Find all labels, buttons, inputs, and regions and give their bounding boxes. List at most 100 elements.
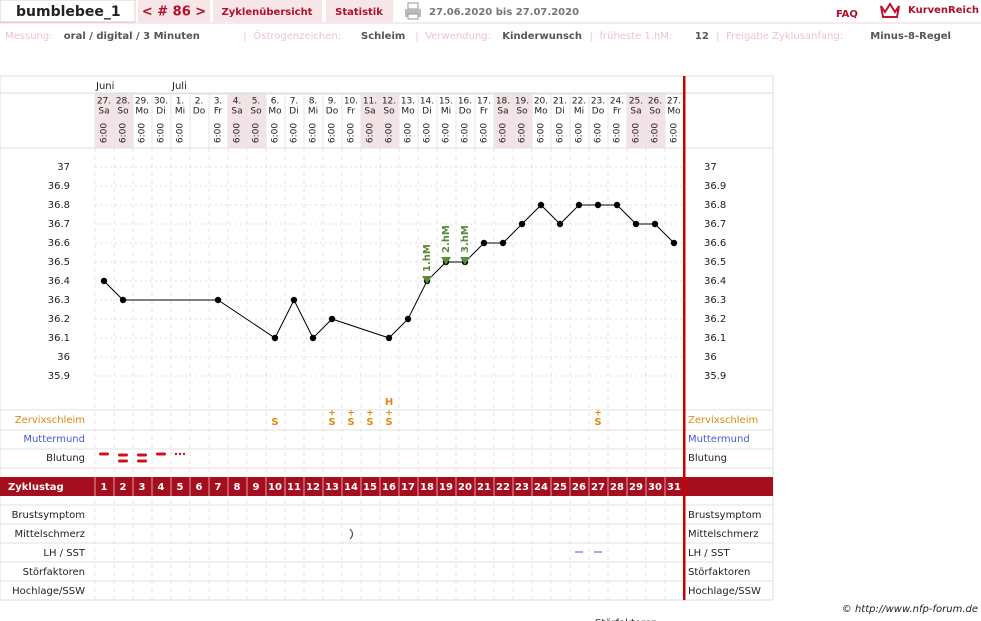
date: 28. xyxy=(116,97,130,107)
tab-label[interactable]: Zyklenübersicht xyxy=(222,7,313,18)
cycle-day: 12 xyxy=(306,482,320,493)
cycle-tab[interactable] xyxy=(138,0,210,22)
date: 1. xyxy=(176,97,185,107)
date: 17. xyxy=(477,97,491,107)
date: 6. xyxy=(271,97,280,107)
user-box xyxy=(0,0,136,23)
y-tick-label: 35.9 xyxy=(704,371,726,382)
temperature-point xyxy=(480,239,488,247)
date: 26. xyxy=(648,97,662,107)
cervix-mark: S xyxy=(347,417,354,428)
date: 24. xyxy=(610,97,624,107)
time: 6:00 xyxy=(556,123,566,143)
cycle-bar xyxy=(0,477,773,496)
time: 6:00 xyxy=(290,123,300,143)
info-value: 12 xyxy=(695,31,709,42)
cycle-nav[interactable]: < # 86 > xyxy=(142,5,206,20)
info-label: Östrogenzeichen: xyxy=(253,29,341,42)
y-tick-label: 36.8 xyxy=(704,200,726,211)
weekday: Do xyxy=(193,107,206,117)
info-label: Freigabe Zyklusanfang: xyxy=(726,31,843,42)
cycle-day: 28 xyxy=(610,482,624,493)
date: 10. xyxy=(344,97,358,107)
faq-link[interactable]: FAQ xyxy=(836,9,858,20)
row-label: LH / SST xyxy=(43,548,86,559)
weekday: So xyxy=(117,107,129,117)
separator: | xyxy=(590,31,593,42)
pain-icon xyxy=(349,528,354,540)
bleeding-icon xyxy=(156,452,166,456)
weekday: So xyxy=(383,107,395,117)
weekday: Mi xyxy=(574,107,584,117)
weekday: Mi xyxy=(175,107,185,117)
y-tick-label: 35.9 xyxy=(48,371,70,382)
cutoff-label: Störfaktoren xyxy=(595,618,657,621)
y-tick-label: 36.6 xyxy=(48,238,70,249)
row-label: Zervixschleim xyxy=(688,415,758,426)
row-label: Brustsymptom xyxy=(12,510,85,521)
cervix-mark: S xyxy=(328,417,335,428)
cycle-day: 20 xyxy=(458,482,472,493)
cycle-day: 1 xyxy=(101,482,108,493)
time: 6:00 xyxy=(157,123,167,143)
cervix-sup: + xyxy=(366,409,374,419)
bleeding-dot xyxy=(174,452,178,456)
temperature-point xyxy=(309,334,317,342)
time: 6:00 xyxy=(347,123,357,143)
weekday: So xyxy=(250,107,262,117)
cycle-day: 31 xyxy=(667,482,681,493)
time: 6:00 xyxy=(385,123,395,143)
cycle-day: 14 xyxy=(344,482,358,493)
time: 6:00 xyxy=(651,123,661,143)
row-label: Mittelschmerz xyxy=(688,529,758,540)
cycle-day: 16 xyxy=(382,482,396,493)
weekday: So xyxy=(516,107,528,117)
bleeding-icon xyxy=(118,453,128,457)
y-tick-label: 36.4 xyxy=(704,276,726,287)
temperature-point xyxy=(290,296,298,304)
time: 6:00 xyxy=(518,123,528,143)
row-label: Störfaktoren xyxy=(23,567,85,578)
printer-icon[interactable] xyxy=(405,2,421,20)
y-tick-label: 36.3 xyxy=(48,295,70,306)
time: 6:00 xyxy=(309,123,319,143)
cycle-day: 3 xyxy=(139,482,146,493)
tab-label[interactable]: Statistik xyxy=(335,7,383,18)
temperature-point xyxy=(575,201,583,209)
y-tick-label: 37 xyxy=(57,162,70,173)
weekday: Fr xyxy=(347,107,356,117)
date: 12. xyxy=(382,97,396,107)
time: 6:00 xyxy=(366,123,376,143)
bleeding-icon xyxy=(118,459,128,463)
y-tick-label: 36.1 xyxy=(48,333,70,344)
brand[interactable]: KurvenReich xyxy=(908,5,979,16)
y-tick-label: 36.7 xyxy=(48,219,70,230)
weekday: Mo xyxy=(268,107,282,117)
y-tick-label: 36.3 xyxy=(704,295,726,306)
y-tick-label: 36.1 xyxy=(704,333,726,344)
weekday: Sa xyxy=(98,107,109,117)
cycle-day: 30 xyxy=(648,482,662,493)
row-label: Mittelschmerz xyxy=(15,529,85,540)
date: 9. xyxy=(328,97,337,107)
date: 27. xyxy=(97,97,111,107)
date: 11. xyxy=(363,97,377,107)
info-value: Minus-8-Regel xyxy=(870,31,951,42)
tab[interactable] xyxy=(213,0,322,22)
info-value: Kinderwunsch xyxy=(502,31,582,42)
temperature-point xyxy=(328,315,336,323)
weekday: Di xyxy=(289,107,298,117)
date: 8. xyxy=(309,97,318,107)
tab[interactable] xyxy=(326,0,393,22)
separator: | xyxy=(716,31,719,42)
date-range: 27.06.2020 bis 27.07.2020 xyxy=(429,7,579,18)
brand-logo xyxy=(880,2,900,18)
time: 6:00 xyxy=(271,123,281,143)
separator: | xyxy=(415,31,418,42)
weekday: Do xyxy=(326,107,339,117)
cycle-day: 24 xyxy=(534,482,548,493)
month-label: Juni xyxy=(95,81,114,92)
row-label: Blutung xyxy=(46,453,85,464)
date: 4. xyxy=(233,97,242,107)
